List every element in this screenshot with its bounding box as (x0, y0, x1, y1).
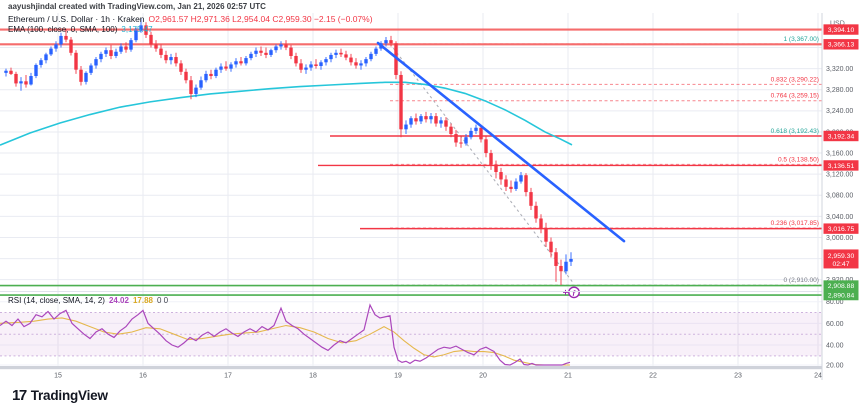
svg-text:3,016.75: 3,016.75 (828, 226, 855, 233)
ema-100-line[interactable] (0, 81, 573, 146)
fib-trendline-dashed[interactable] (389, 43, 575, 285)
svg-text:2,908.88: 2,908.88 (828, 283, 855, 290)
svg-text:20: 20 (479, 373, 487, 380)
svg-text:3,160.00: 3,160.00 (826, 150, 853, 157)
svg-text:0.618 (3,192.43): 0.618 (3,192.43) (771, 128, 819, 135)
svg-text:3,366.13: 3,366.13 (828, 42, 855, 49)
svg-text:20.00: 20.00 (826, 362, 844, 369)
svg-text:3,280.00: 3,280.00 (826, 87, 853, 94)
svg-text:19: 19 (394, 373, 402, 380)
svg-text:17: 17 (224, 373, 232, 380)
svg-text:21: 21 (564, 373, 572, 380)
svg-text:16: 16 (139, 373, 147, 380)
time-axis-bar[interactable] (0, 366, 822, 370)
svg-text:02:47: 02:47 (832, 261, 849, 268)
svg-text:0.764 (3,259.15): 0.764 (3,259.15) (771, 93, 819, 100)
svg-text:3,394.10: 3,394.10 (828, 27, 855, 34)
descending-trendline[interactable] (376, 41, 626, 243)
svg-text:2,959.30: 2,959.30 (828, 253, 855, 260)
svg-text:3,136.51: 3,136.51 (828, 163, 855, 170)
svg-text:3,192.34: 3,192.34 (828, 133, 855, 140)
fib-tool-marker-icon[interactable]: ƒ (563, 286, 580, 299)
svg-text:1 (3,367.00): 1 (3,367.00) (783, 36, 819, 43)
svg-text:USD: USD (830, 21, 845, 28)
svg-text:0.5 (3,138.50): 0.5 (3,138.50) (778, 156, 819, 163)
svg-text:ƒ: ƒ (572, 288, 576, 297)
fib-level-lines[interactable] (390, 43, 822, 286)
resistance-lines[interactable] (0, 28, 822, 230)
svg-text:3,320.00: 3,320.00 (826, 66, 853, 73)
time-axis-labels[interactable]: 15 16 17 18 19 20 21 22 23 24 (54, 373, 822, 380)
svg-text:3,080.00: 3,080.00 (826, 193, 853, 200)
svg-text:15: 15 (54, 373, 62, 380)
support-lines[interactable] (0, 284, 822, 296)
price-gridlines (0, 47, 822, 281)
vertical-gridlines (57, 13, 819, 366)
svg-text:22: 22 (649, 373, 657, 380)
price-scale[interactable]: USD3,320.003,280.003,240.003,200.003,160… (826, 21, 853, 370)
svg-text:0.832 (3,290.22): 0.832 (3,290.22) (771, 76, 819, 83)
svg-text:3,240.00: 3,240.00 (826, 108, 853, 115)
svg-text:60.00: 60.00 (826, 321, 844, 328)
candles[interactable] (4, 18, 573, 285)
svg-text:3,000.00: 3,000.00 (826, 235, 853, 242)
svg-text:24: 24 (814, 373, 822, 380)
price-scale-badges: 3,394.10 3,366.13 3,192.34 3,136.51 3,016.75… (823, 24, 859, 301)
svg-text:0.236 (3,017.85): 0.236 (3,017.85) (771, 220, 819, 227)
rsi-band-and-grid (0, 301, 822, 366)
rsi-ma-line[interactable] (0, 317, 570, 366)
svg-text:3,040.00: 3,040.00 (826, 214, 853, 221)
svg-text:18: 18 (309, 373, 317, 380)
rsi-line[interactable] (0, 303, 571, 366)
svg-text:40.00: 40.00 (826, 342, 844, 349)
svg-text:80.00: 80.00 (826, 299, 844, 306)
svg-text:0 (2,910.00): 0 (2,910.00) (783, 277, 819, 284)
fib-level-labels: 1 (3,367.00) 0.832 (3,290.22) 0.764 (3,259… (771, 36, 819, 284)
svg-text:3,120.00: 3,120.00 (826, 172, 853, 179)
svg-text:23: 23 (734, 373, 742, 380)
svg-text:2,890.84: 2,890.84 (828, 292, 855, 299)
